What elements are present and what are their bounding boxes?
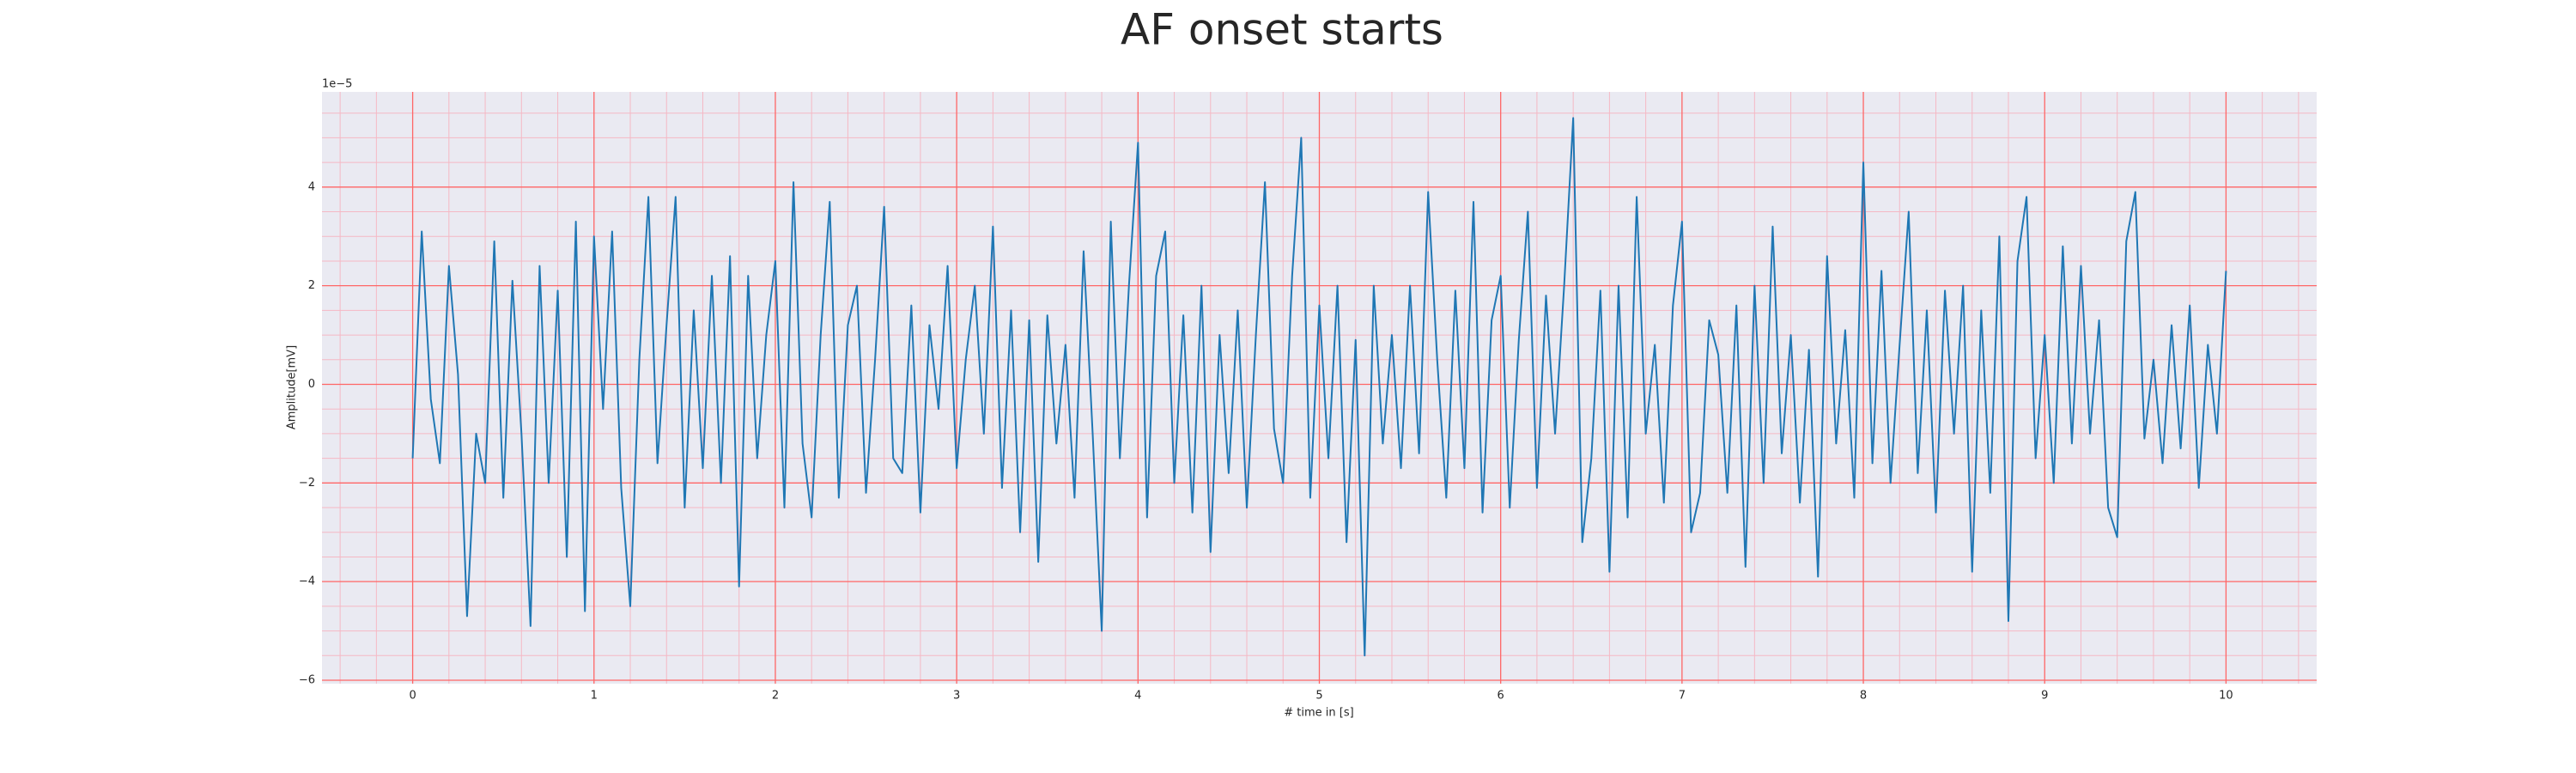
x-tick-label: 8: [1860, 690, 1867, 703]
x-tick-label: 2: [772, 690, 779, 703]
x-tick-label: 6: [1498, 690, 1504, 703]
y-tick-label: −4: [299, 575, 315, 588]
y-offset-label: 1e−5: [322, 78, 352, 91]
x-tick-label: 9: [2041, 690, 2048, 703]
data-line: [411, 117, 2227, 657]
y-tick-label: 2: [308, 279, 315, 292]
y-tick-label: −2: [299, 477, 315, 490]
x-tick-label: 1: [591, 690, 598, 703]
x-tick-label: 10: [2219, 690, 2233, 703]
y-axis-label: Amplitude[mV]: [286, 345, 299, 429]
y-tick-label: −6: [299, 673, 315, 686]
y-tick-label: 4: [308, 180, 315, 193]
x-tick-label: 5: [1315, 690, 1322, 703]
x-tick-label: 3: [953, 690, 960, 703]
x-axis-label: # time in [s]: [1284, 707, 1353, 720]
y-tick-label: 0: [308, 378, 315, 391]
x-tick-label: 0: [409, 690, 416, 703]
x-tick-label: 4: [1134, 690, 1141, 703]
chart-title: AF onset starts: [1121, 5, 1443, 55]
x-tick-label: 7: [1679, 690, 1686, 703]
